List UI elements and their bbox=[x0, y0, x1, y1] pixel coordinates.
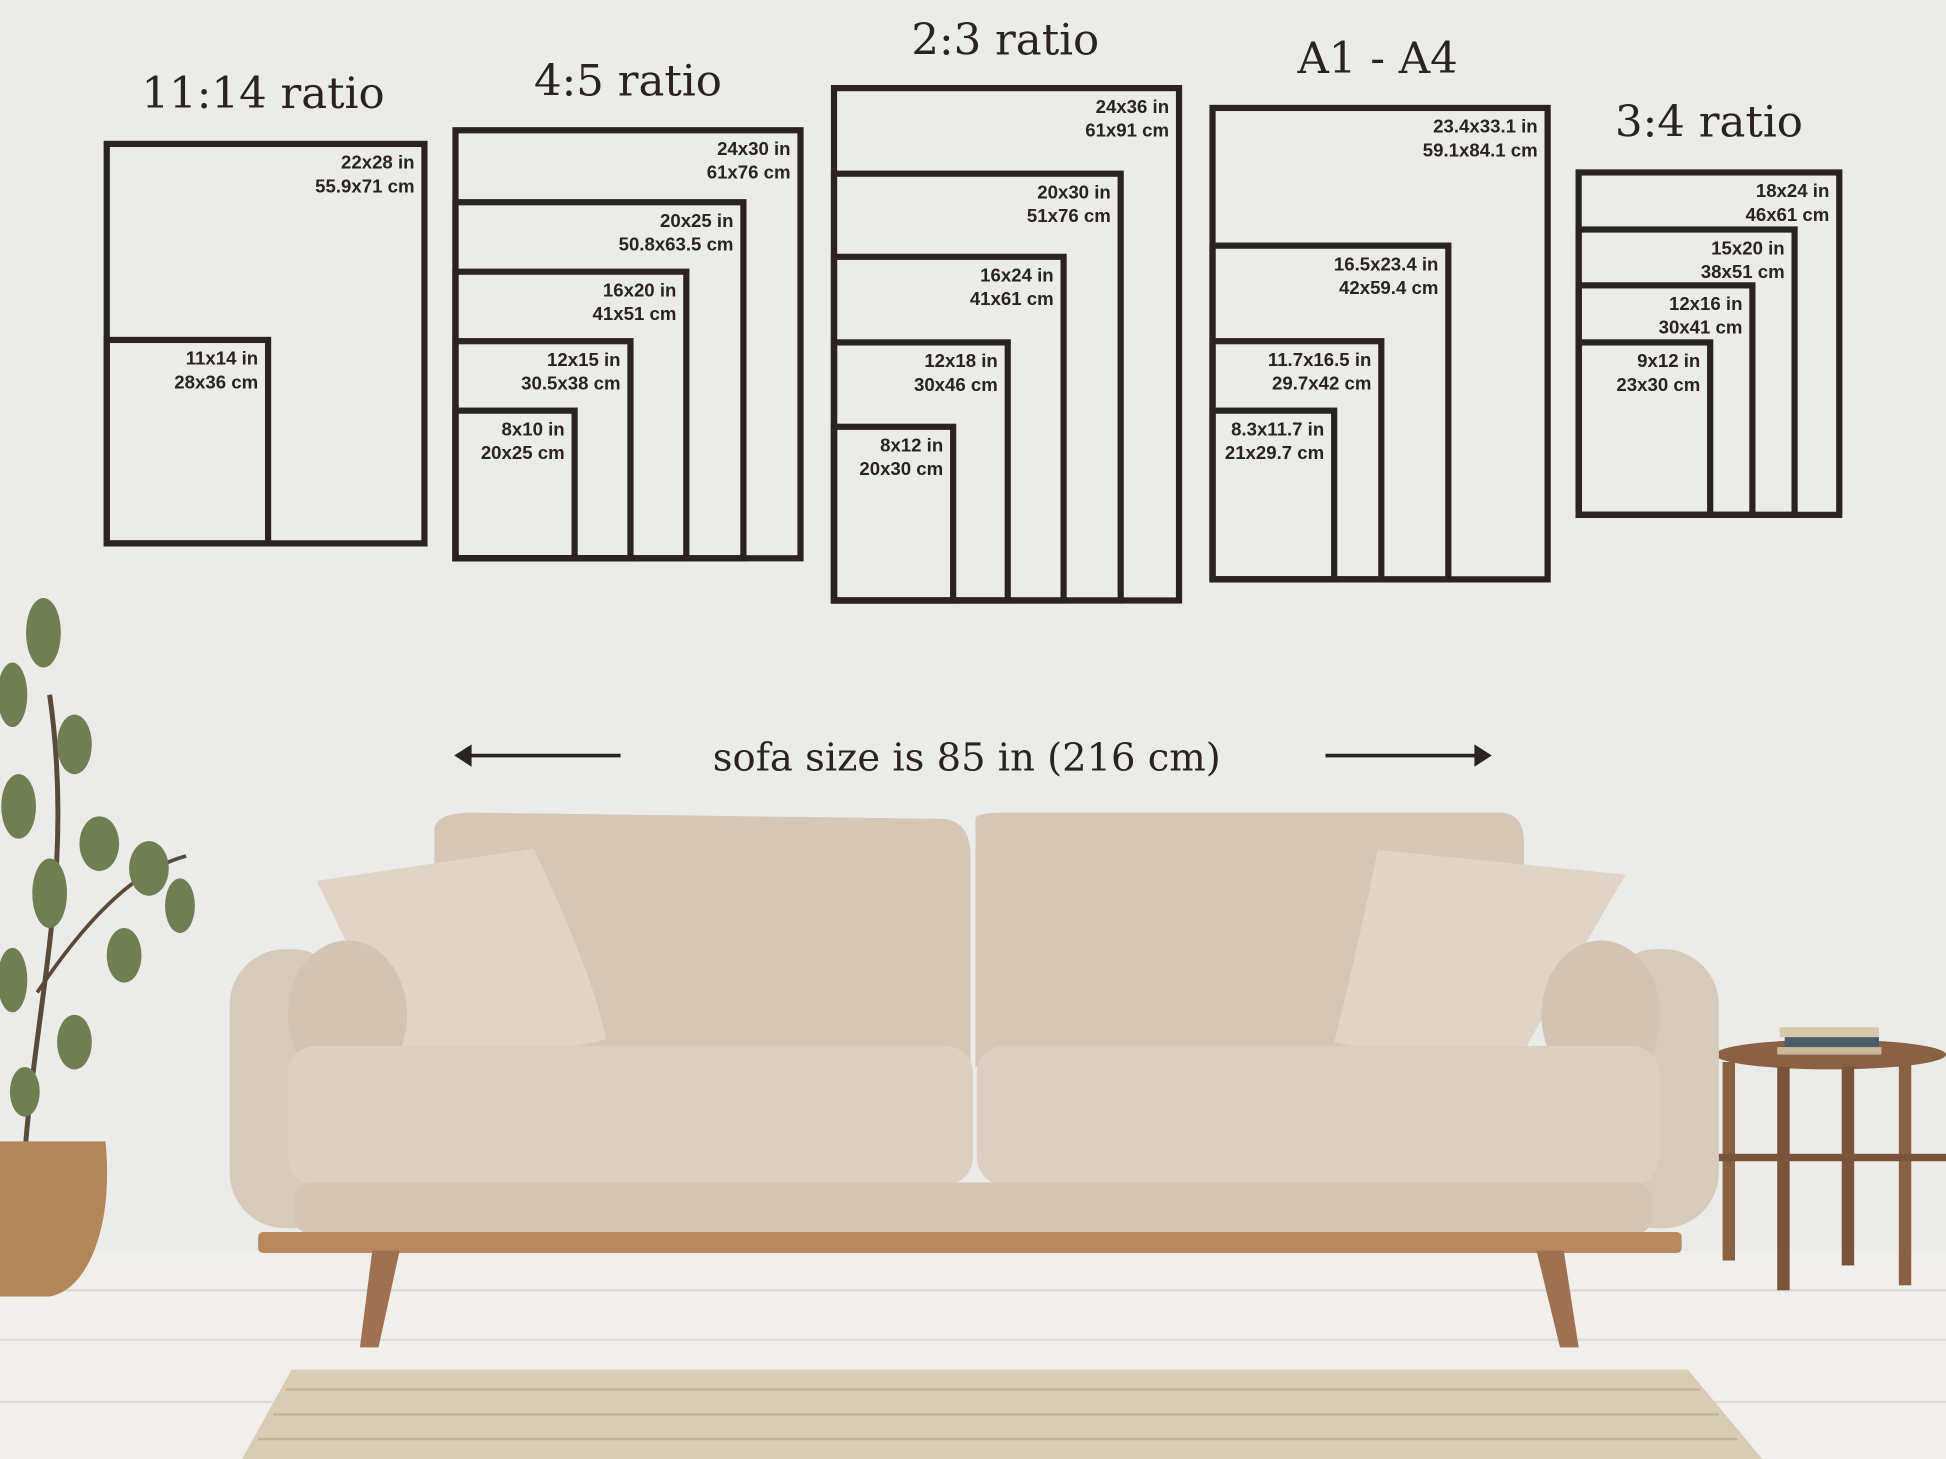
size-inches-label: 24x36 in bbox=[1096, 96, 1169, 117]
size-cm-label: 28x36 cm bbox=[174, 371, 258, 392]
sofa-width-annotation: sofa size is 85 in (216 cm) bbox=[454, 735, 1492, 780]
ratio-title: 11:14 ratio bbox=[142, 69, 385, 119]
size-inches-label: 8x10 in bbox=[502, 418, 565, 439]
ratio-group: 3:4 ratio 18x24 in 46x61 cm 15x20 in 38x51 c… bbox=[1575, 97, 1843, 518]
frame-outline bbox=[830, 423, 957, 604]
seat-cushion-right bbox=[976, 1045, 1660, 1185]
size-inches-label: 16.5x23.4 in bbox=[1334, 253, 1439, 274]
size-inches-label: 15x20 in bbox=[1711, 237, 1784, 258]
rug bbox=[242, 1369, 1763, 1459]
size-cm-label: 21x29.7 cm bbox=[1225, 442, 1324, 463]
size-cm-label: 41x51 cm bbox=[593, 303, 677, 324]
size-inches-label: 20x25 in bbox=[660, 210, 733, 231]
sofa-size-caption: sofa size is 85 in (216 cm) bbox=[713, 735, 1221, 780]
size-cm-label: 46x61 cm bbox=[1745, 204, 1829, 225]
ratio-title: 3:4 ratio bbox=[1615, 97, 1803, 147]
seat-cushion-left bbox=[287, 1045, 973, 1185]
size-inches-label: 24x30 in bbox=[717, 138, 790, 159]
side-table bbox=[1715, 1027, 1946, 1291]
sofa-leg bbox=[359, 1250, 400, 1348]
frame-outline bbox=[1575, 339, 1714, 518]
size-cm-label: 59.1x84.1 cm bbox=[1423, 139, 1538, 160]
size-cm-label: 38x51 cm bbox=[1701, 261, 1785, 282]
size-cm-label: 50.8x63.5 cm bbox=[619, 234, 734, 255]
size-cm-label: 30x46 cm bbox=[914, 374, 998, 395]
right-arrowhead-icon bbox=[1474, 744, 1492, 767]
size-cm-label: 29.7x42 cm bbox=[1272, 373, 1371, 394]
sofa bbox=[229, 812, 1719, 1348]
size-cm-label: 61x76 cm bbox=[707, 162, 791, 183]
ratio-title: 4:5 ratio bbox=[534, 57, 722, 107]
frame-outline bbox=[1209, 407, 1338, 583]
plant-pot bbox=[0, 1141, 108, 1297]
frame-outline bbox=[103, 336, 272, 547]
size-cm-label: 41x61 cm bbox=[970, 288, 1054, 309]
size-inches-label: 12x18 in bbox=[924, 350, 997, 371]
books bbox=[1779, 1027, 1879, 1038]
sofa-base bbox=[258, 1231, 1682, 1254]
frame-outline bbox=[452, 407, 578, 562]
size-inches-label: 12x16 in bbox=[1669, 293, 1742, 314]
size-inches-label: 11.7x16.5 in bbox=[1268, 349, 1372, 370]
size-cm-label: 51x76 cm bbox=[1027, 205, 1111, 226]
size-cm-label: 30x41 cm bbox=[1659, 317, 1743, 338]
size-inches-label: 12x15 in bbox=[547, 349, 620, 370]
size-cm-label: 61x91 cm bbox=[1085, 119, 1169, 140]
ratio-title: A1 - A4 bbox=[1296, 34, 1457, 84]
size-inches-label: 16x20 in bbox=[603, 280, 676, 301]
size-cm-label: 55.9x71 cm bbox=[315, 175, 414, 196]
size-inches-label: 16x24 in bbox=[980, 265, 1053, 286]
size-inches-label: 11x14 in bbox=[186, 348, 258, 369]
size-inches-label: 22x28 in bbox=[341, 152, 414, 173]
size-cm-label: 42x59.4 cm bbox=[1339, 277, 1438, 298]
ratio-title: 2:3 ratio bbox=[911, 16, 1099, 66]
left-arrowhead-icon bbox=[454, 744, 472, 767]
ratio-group: 4:5 ratio 24x30 in 61x76 cm 20x25 in 50.8x63… bbox=[452, 57, 804, 562]
size-inches-label: 20x30 in bbox=[1037, 182, 1110, 203]
sofa-leg bbox=[1536, 1250, 1579, 1348]
size-inches-label: 23.4x33.1 in bbox=[1433, 116, 1538, 137]
potted-plant bbox=[0, 597, 195, 1297]
size-inches-label: 8.3x11.7 in bbox=[1231, 418, 1324, 439]
size-inches-label: 8x12 in bbox=[880, 435, 943, 456]
size-cm-label: 20x25 cm bbox=[481, 442, 565, 463]
size-cm-label: 23x30 cm bbox=[1616, 374, 1700, 395]
pillow-right bbox=[1334, 849, 1626, 1080]
size-inches-label: 9x12 in bbox=[1637, 350, 1700, 371]
size-cm-label: 30.5x38 cm bbox=[521, 373, 620, 394]
size-inches-label: 18x24 in bbox=[1756, 180, 1829, 201]
size-cm-label: 20x30 cm bbox=[859, 458, 943, 479]
